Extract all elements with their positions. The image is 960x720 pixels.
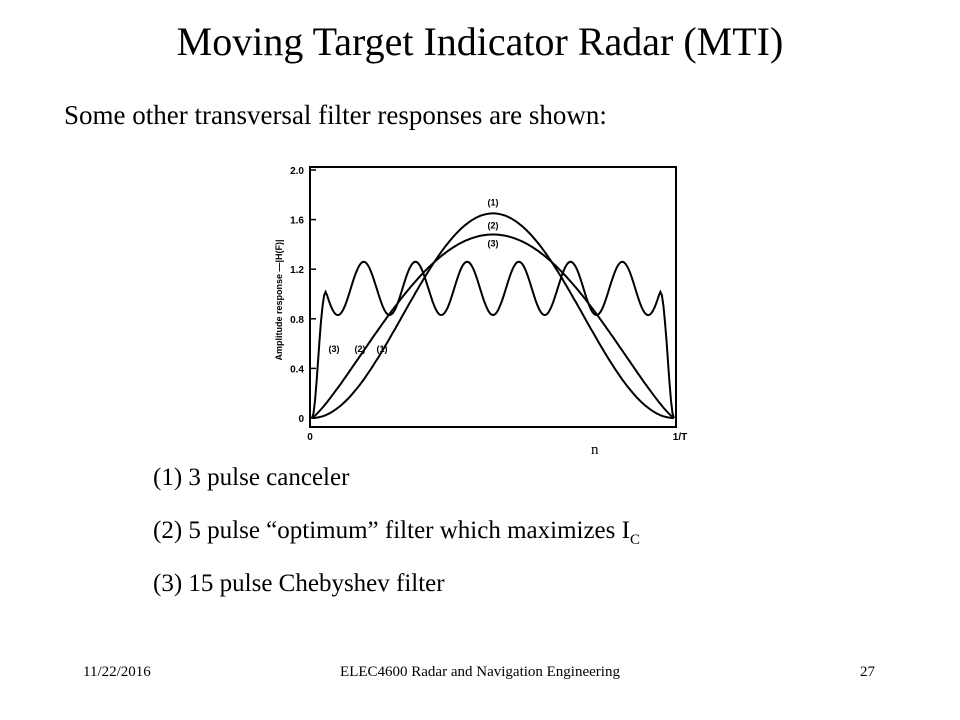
curves <box>311 212 675 419</box>
y-tick-label: 0.8 <box>290 315 304 326</box>
curve-label-top: (2) <box>488 220 499 230</box>
slide-subtitle: Some other transversal filter responses … <box>64 100 607 130</box>
x-tick-label: 0 <box>307 432 313 443</box>
legend-number: (2) <box>153 517 183 544</box>
y-tick-label: 1.2 <box>290 265 304 276</box>
slide-title: Moving Target Indicator Radar (MTI) <box>176 19 784 64</box>
n-label: n <box>591 442 599 458</box>
legend-subscript: C <box>629 532 640 548</box>
curve-label-side: (2) <box>355 344 366 354</box>
legend-item-1: (1) 3 pulse canceler <box>153 462 640 494</box>
x-ticks: 0 1/T <box>307 432 687 443</box>
legend-text: 15 pulse Chebyshev filter <box>188 570 445 597</box>
series-3-line <box>311 260 675 419</box>
y-tick-label: 0.4 <box>290 364 304 375</box>
series-2-line <box>311 233 675 419</box>
series-1-line <box>312 212 674 419</box>
chart-svg: 2.01.61.20.80.40 0 1/T (1)(2)(3)(3) (2) (1)… <box>274 166 687 443</box>
y-tick-label: 0 <box>298 414 304 425</box>
curve-label-top: (1) <box>488 197 499 207</box>
legend-text: 3 pulse canceler <box>188 464 350 491</box>
legend-item-3: (3) 15 pulse Chebyshev filter <box>153 568 640 600</box>
plot-frame <box>309 166 677 428</box>
legend-text: 5 pulse “optimum” filter which maximizes… <box>188 517 630 544</box>
y-tick-label: 1.6 <box>290 216 304 227</box>
legend-list: (1) 3 pulse canceler (2) 5 pulse “optimu… <box>153 462 640 621</box>
legend-item-2: (2) 5 pulse “optimum” filter which maxim… <box>153 515 640 548</box>
footer-page-number: 27 <box>860 664 875 680</box>
y-ticks: 2.0 1.6 1.2 0.8 0.4 0 <box>290 166 316 425</box>
curve-labels: (1) (2) (3) (3) (2) (1) <box>329 197 499 354</box>
x-tick-label: 1/T <box>673 432 687 443</box>
footer-date: 11/22/2016 <box>83 664 151 680</box>
legend-number: (1) <box>153 464 183 491</box>
y-tick-label: 2.0 <box>290 166 304 177</box>
legend-number: (3) <box>153 570 183 597</box>
footer-course: ELEC4600 Radar and Navigation Engineerin… <box>340 664 620 680</box>
curve-label-side: (1) <box>377 344 388 354</box>
curve-label-top: (3) <box>488 238 499 248</box>
curve-label-side: (3) <box>329 344 340 354</box>
filter-response-chart: 2.0 1.6 1.2 0.8 0.4 0 0 1/T (1) (2) (3) (3) (2) (1)… <box>260 150 700 450</box>
y-axis-label: Amplitude response —|H(F)| <box>274 239 284 360</box>
